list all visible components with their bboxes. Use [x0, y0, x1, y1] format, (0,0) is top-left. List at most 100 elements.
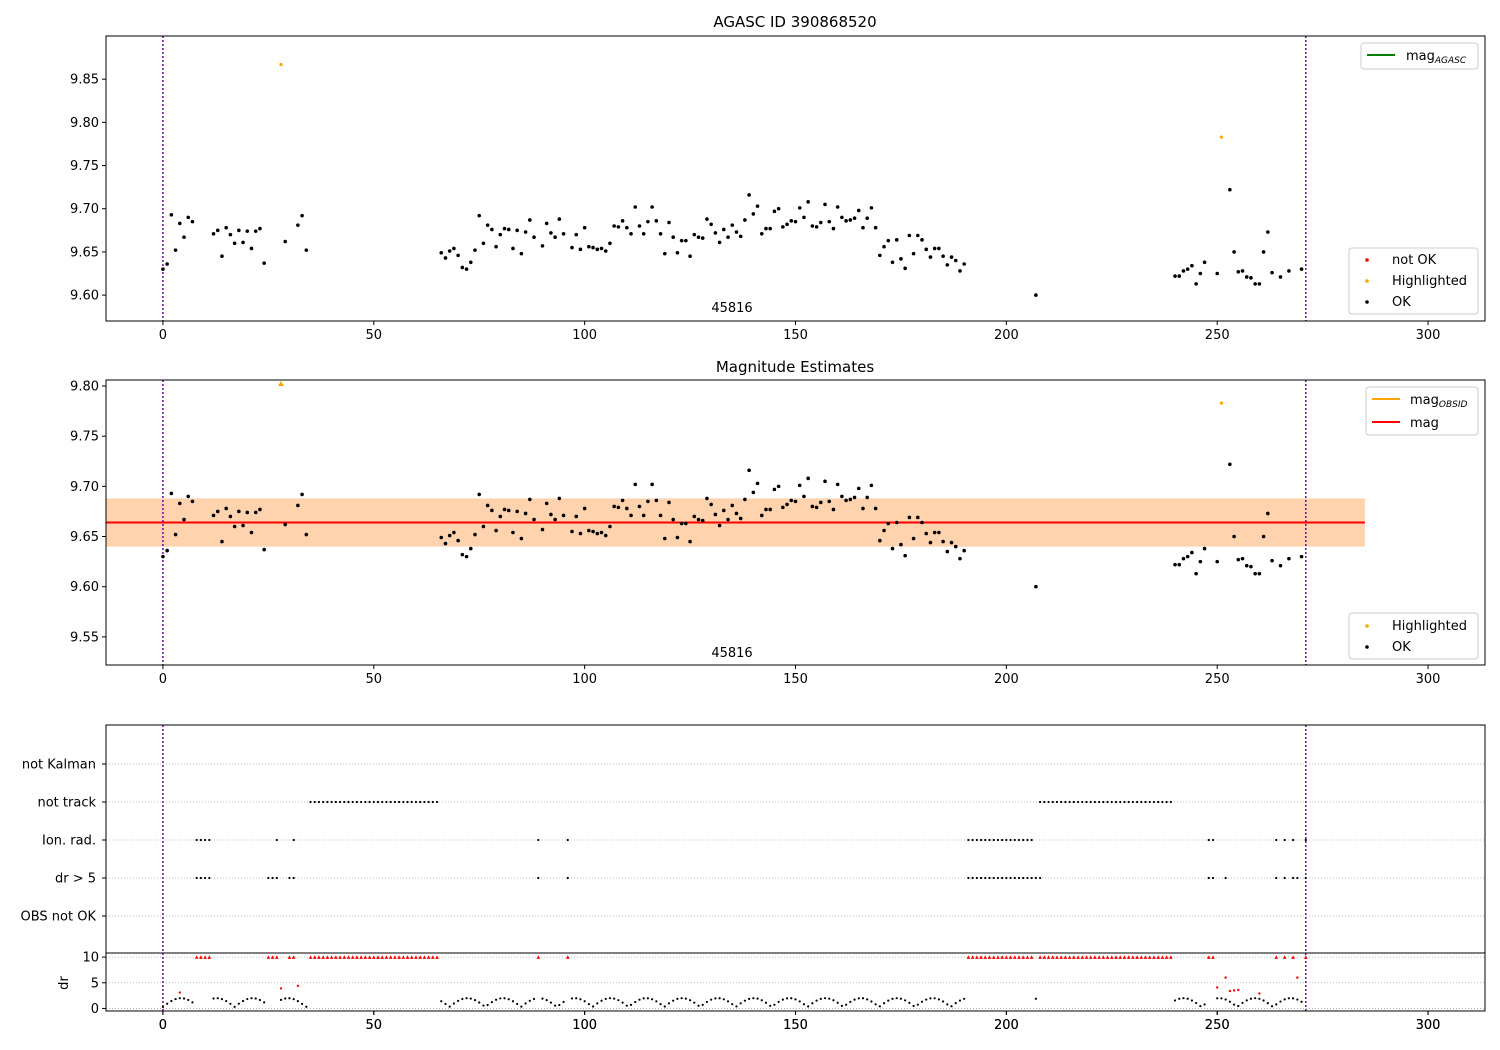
dr-point	[1199, 1005, 1202, 1008]
point-ok	[245, 510, 250, 515]
legend-lines: magAGASC	[1360, 42, 1479, 70]
dr-point	[748, 997, 751, 1000]
point-ok	[709, 502, 713, 507]
dr-capped-point	[1042, 955, 1047, 959]
x-tick-label: 150	[783, 1018, 808, 1033]
dr-point	[680, 997, 683, 1000]
point-ok	[1299, 267, 1304, 271]
flag-point	[1017, 838, 1021, 842]
y-tick-label: 9.65	[70, 530, 99, 545]
point-ok	[764, 507, 768, 512]
flag-point	[1001, 876, 1004, 880]
dr-capped-point	[1109, 955, 1114, 959]
point-ok	[161, 267, 165, 271]
flag-point	[330, 800, 333, 804]
point-ok	[296, 503, 300, 508]
dr-point	[1245, 999, 1248, 1002]
dr-point	[899, 997, 903, 1000]
point-ok	[616, 505, 621, 510]
point-ok	[1190, 550, 1194, 555]
dr-capped-point	[565, 955, 570, 959]
dr-point	[937, 998, 940, 1001]
point-ok	[237, 228, 241, 233]
dr-point	[170, 999, 173, 1003]
point-ok	[1270, 558, 1274, 563]
flag-point	[1085, 800, 1088, 804]
panel-title: Magnitude Estimates	[716, 358, 874, 376]
flag-point	[979, 876, 983, 880]
point-ok	[1278, 275, 1283, 279]
dr-capped-point	[1114, 955, 1118, 959]
dr-point	[600, 999, 603, 1002]
dr-capped-point	[388, 955, 393, 959]
dr-point	[861, 997, 865, 1000]
flag-point	[975, 876, 978, 880]
point-ok	[806, 476, 810, 481]
point-ok	[625, 506, 629, 511]
point-ok	[498, 514, 503, 519]
dr-point	[836, 1001, 839, 1004]
point-ok	[810, 224, 815, 228]
legend-sub: AGASC	[1434, 56, 1467, 66]
dr-point	[524, 1002, 527, 1005]
point-ok	[169, 212, 174, 217]
point-ok	[1261, 534, 1266, 539]
dr-capped-point	[355, 955, 359, 959]
dr-point	[946, 1003, 949, 1006]
x-tick-label: 50	[366, 328, 383, 343]
y-tick-label: 9.70	[70, 480, 99, 495]
point-ok	[789, 498, 794, 503]
x-tick-label: 50	[366, 672, 383, 687]
flag-point	[376, 800, 380, 804]
point-ok	[751, 490, 756, 495]
point-ok	[528, 218, 532, 222]
flag-point	[1043, 800, 1046, 804]
point-ok	[937, 246, 941, 251]
dr-point	[963, 997, 966, 1000]
dr-point	[625, 1004, 628, 1007]
dr-point	[499, 997, 502, 1000]
dr-point	[646, 997, 650, 1000]
dr-capped-point	[1160, 955, 1165, 959]
point-ok	[464, 554, 469, 559]
point-ok	[549, 512, 553, 517]
point-ok	[540, 244, 545, 248]
dr-point	[494, 998, 498, 1001]
point-ok	[709, 222, 713, 227]
y-tick-label: 9.85	[70, 73, 99, 88]
flag-point	[1114, 800, 1118, 804]
flag-point	[204, 876, 207, 880]
flag-point	[1076, 800, 1080, 804]
dr-capped-point	[350, 955, 355, 959]
dr-capped-point	[308, 955, 313, 959]
flag-point	[343, 800, 346, 804]
point-ok	[224, 506, 228, 511]
flag-point	[427, 800, 430, 804]
point-ok	[878, 538, 882, 543]
flag-point	[1098, 800, 1101, 804]
point-ok	[776, 206, 781, 211]
point-ok	[1257, 571, 1262, 576]
dr-capped-point	[1080, 955, 1085, 959]
dr-point	[461, 997, 464, 1001]
point-ok	[591, 529, 595, 534]
point-ok	[831, 226, 836, 231]
plot-frame	[105, 724, 1486, 954]
dr-capped-point	[1017, 955, 1021, 959]
point-ok	[241, 240, 245, 245]
point-ok	[228, 232, 233, 237]
point-ok	[532, 235, 536, 240]
dr-point	[254, 997, 257, 1000]
point-ok	[743, 497, 747, 502]
point-ok	[625, 225, 629, 230]
flag-point	[381, 800, 384, 804]
dr-point	[237, 1002, 240, 1005]
dr-capped-point	[1131, 955, 1135, 959]
dr-point	[473, 998, 477, 1002]
dr-point	[532, 997, 536, 1001]
dr-point	[1232, 1003, 1236, 1006]
flag-point	[410, 800, 413, 804]
point-ok	[886, 238, 891, 243]
